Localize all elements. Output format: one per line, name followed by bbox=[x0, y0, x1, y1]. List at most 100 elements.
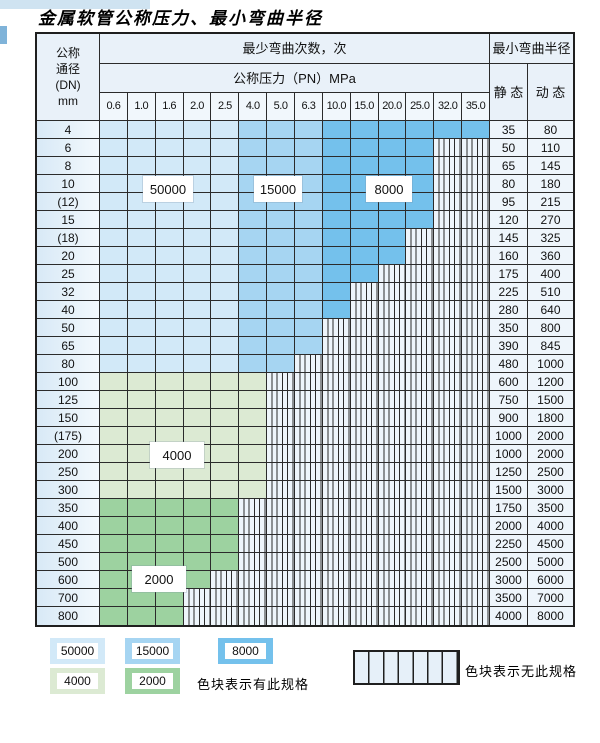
cycle-cell-unavailable bbox=[267, 373, 295, 391]
cycle-cell-available bbox=[239, 409, 268, 427]
cycle-cell-unavailable bbox=[350, 535, 379, 553]
pressure-value-cell: 5.0 bbox=[267, 93, 295, 121]
cycle-cell-available bbox=[239, 481, 268, 499]
cycle-cell-unavailable bbox=[267, 589, 295, 607]
cycle-cell-unavailable bbox=[406, 355, 435, 373]
cycle-cell-available bbox=[183, 157, 212, 175]
cycle-cell-unavailable bbox=[295, 481, 323, 499]
cycle-cell-available bbox=[183, 535, 212, 553]
dn-cell: 15 bbox=[37, 211, 100, 229]
dynamic-radius-cell: 110 bbox=[528, 139, 573, 157]
cycle-cell-unavailable bbox=[350, 283, 379, 301]
cycle-cell-unavailable bbox=[462, 535, 490, 553]
cycle-cell-unavailable bbox=[434, 517, 463, 535]
cycle-cell-available bbox=[239, 391, 268, 409]
cycle-cell-unavailable bbox=[462, 247, 490, 265]
cycle-cell-unavailable bbox=[322, 535, 351, 553]
cycle-cell-unavailable bbox=[295, 409, 323, 427]
static-radius-cell: 160 bbox=[490, 247, 528, 265]
dynamic-radius-cell: 510 bbox=[528, 283, 573, 301]
cycle-cell-available bbox=[350, 211, 379, 229]
cycle-cell-unavailable bbox=[434, 247, 463, 265]
cycle-cell-unavailable bbox=[322, 337, 351, 355]
cycle-cell-available bbox=[267, 301, 295, 319]
cycle-cell-available bbox=[267, 211, 295, 229]
cycle-cell-available bbox=[183, 553, 212, 571]
cycle-cell-unavailable bbox=[462, 337, 490, 355]
cycle-count-label-50000: 50000 bbox=[143, 176, 193, 202]
cycle-cell-available bbox=[322, 175, 351, 193]
cycle-cell-available bbox=[127, 373, 156, 391]
cycle-cell-unavailable bbox=[406, 589, 435, 607]
dynamic-radius-cell: 8000 bbox=[528, 607, 573, 625]
dynamic-radius-cell: 4500 bbox=[528, 535, 573, 553]
cycle-cell-unavailable bbox=[406, 373, 435, 391]
cycle-cell-available bbox=[322, 283, 351, 301]
dn-cell: (175) bbox=[37, 427, 100, 445]
cycle-cell-available bbox=[267, 139, 295, 157]
cycle-cell-available bbox=[322, 247, 351, 265]
dynamic-radius-cell: 1000 bbox=[528, 355, 573, 373]
cycle-cell-available bbox=[100, 319, 128, 337]
static-radius-cell: 750 bbox=[490, 391, 528, 409]
pressure-header-cell: 公称压力（PN）MPa bbox=[100, 64, 490, 93]
pressure-value-cell: 32.0 bbox=[434, 93, 463, 121]
cycle-cell-unavailable bbox=[462, 301, 490, 319]
dynamic-radius-cell: 360 bbox=[528, 247, 573, 265]
cycle-cell-unavailable bbox=[462, 571, 490, 589]
pressure-value-cell: 10.0 bbox=[322, 93, 351, 121]
cycle-cell-available bbox=[406, 139, 435, 157]
cycle-cell-unavailable bbox=[211, 589, 240, 607]
legend-swatch-15000: 15000 bbox=[125, 638, 180, 664]
dn-cell: 80 bbox=[37, 355, 100, 373]
legend-swatch-label: 50000 bbox=[57, 643, 98, 659]
cycle-cell-unavailable bbox=[406, 319, 435, 337]
cycle-cell-available bbox=[127, 319, 156, 337]
cycle-cell-available bbox=[211, 391, 240, 409]
cycle-cell-available bbox=[211, 247, 240, 265]
cycle-cell-available bbox=[350, 139, 379, 157]
cycle-cell-available bbox=[100, 157, 128, 175]
static-radius-cell: 145 bbox=[490, 229, 528, 247]
cycle-cell-available bbox=[211, 319, 240, 337]
static-radius-cell: 35 bbox=[490, 121, 528, 139]
cycle-cell-unavailable bbox=[434, 553, 463, 571]
cycle-cell-available bbox=[295, 211, 323, 229]
cycle-cell-available bbox=[378, 121, 407, 139]
cycle-cell-available bbox=[127, 157, 156, 175]
spec-table: 公称 通径 (DN) mm 最少弯曲次数，次 最小弯曲半径 公称压力（PN）MPa 静 态动 … bbox=[35, 32, 575, 627]
cycle-cell-unavailable bbox=[462, 445, 490, 463]
static-radius-cell: 2500 bbox=[490, 553, 528, 571]
cycle-cell-unavailable bbox=[462, 553, 490, 571]
cycle-cell-available bbox=[211, 535, 240, 553]
cycle-cell-available bbox=[155, 499, 184, 517]
dynamic-radius-cell: 1200 bbox=[528, 373, 573, 391]
cycle-cell-available bbox=[100, 409, 128, 427]
cycle-cell-available bbox=[295, 121, 323, 139]
dynamic-radius-cell: 5000 bbox=[528, 553, 573, 571]
cycle-cell-available bbox=[100, 427, 128, 445]
cycle-cell-unavailable bbox=[434, 175, 463, 193]
cycle-cell-available bbox=[378, 211, 407, 229]
cycle-cell-unavailable bbox=[322, 463, 351, 481]
cycle-count-label-4000: 4000 bbox=[150, 442, 204, 468]
cycle-cell-unavailable bbox=[322, 373, 351, 391]
cycle-cell-unavailable bbox=[406, 301, 435, 319]
cycle-cell-available bbox=[183, 211, 212, 229]
cycle-cell-unavailable bbox=[211, 571, 240, 589]
cycle-cell-unavailable bbox=[295, 607, 323, 625]
cycle-cell-unavailable bbox=[462, 373, 490, 391]
cycle-cell-unavailable bbox=[462, 139, 490, 157]
dn-cell: 300 bbox=[37, 481, 100, 499]
cycle-cell-available bbox=[322, 193, 351, 211]
static-radius-cell: 280 bbox=[490, 301, 528, 319]
cycle-cell-unavailable bbox=[406, 409, 435, 427]
cycle-cell-available bbox=[183, 409, 212, 427]
dn-cell: 200 bbox=[37, 445, 100, 463]
cycle-cell-available bbox=[211, 193, 240, 211]
cycle-cell-unavailable bbox=[434, 391, 463, 409]
cycle-cell-unavailable bbox=[350, 355, 379, 373]
cycle-cell-available bbox=[295, 157, 323, 175]
dn-cell: 65 bbox=[37, 337, 100, 355]
cycle-cell-available bbox=[155, 535, 184, 553]
